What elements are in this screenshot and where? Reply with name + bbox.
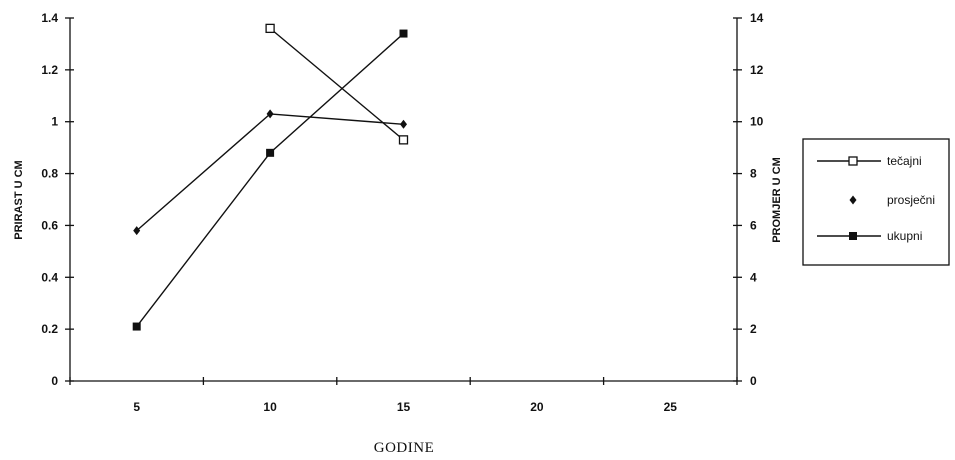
data-point (266, 148, 275, 157)
legend-label: prosječni (887, 193, 935, 207)
y-tick-label: 1.4 (41, 11, 58, 25)
data-point (132, 322, 141, 331)
x-tick-label: 20 (530, 400, 544, 414)
y2-tick-label: 2 (750, 322, 757, 336)
tick-labels: 0 0.2 0.4 0.6 0.8 1 1.2 1.4 0 2 4 6 8 10 12 14 5 10 15 20 25 (41, 11, 763, 414)
y2-tick-label: 10 (750, 115, 764, 129)
y-tick-label: 0.2 (41, 322, 58, 336)
y2-tick-label: 0 (750, 374, 757, 388)
x-tick-label: 5 (133, 400, 140, 414)
y2-tick-label: 6 (750, 218, 757, 232)
axes (65, 17, 742, 385)
y-tick-label: 0 (51, 374, 58, 388)
series-line-0 (269, 27, 404, 141)
data-point (266, 109, 274, 119)
y2-tick-label: 8 (750, 167, 757, 181)
y-tick-label: 0.6 (41, 218, 58, 232)
y2-axis-title: PROMJER U CM (771, 157, 783, 243)
legend-marker (849, 195, 857, 205)
y2-tick-label: 14 (750, 11, 764, 25)
legend-label: ukupni (887, 229, 922, 243)
x-tick-label: 15 (397, 400, 411, 414)
x-tick-label: 25 (664, 400, 678, 414)
series-layer (132, 23, 409, 331)
legend-label: tečajni (887, 154, 922, 168)
y-tick-label: 0.8 (41, 167, 58, 181)
y-tick-label: 1.2 (41, 63, 58, 77)
data-point (265, 23, 275, 34)
series-line-1 (136, 113, 404, 232)
legend: tečajni prosječni ukupni (802, 138, 950, 266)
data-point (400, 119, 407, 129)
x-tick-label: 10 (263, 400, 277, 414)
legend-marker (849, 232, 857, 240)
legend-box (802, 138, 950, 266)
series-line-2 (136, 33, 404, 327)
y-tick-label: 0.4 (41, 270, 58, 284)
x-axis-title: GODINE (374, 440, 435, 456)
legend-marker (848, 156, 858, 166)
data-point (133, 226, 141, 236)
y-tick-label: 1 (51, 115, 58, 129)
y2-tick-label: 12 (750, 63, 764, 77)
y-axis-title: PRIRAST U CM (13, 160, 25, 239)
data-point (398, 135, 409, 145)
y2-tick-label: 4 (750, 270, 757, 284)
data-point (399, 29, 408, 38)
